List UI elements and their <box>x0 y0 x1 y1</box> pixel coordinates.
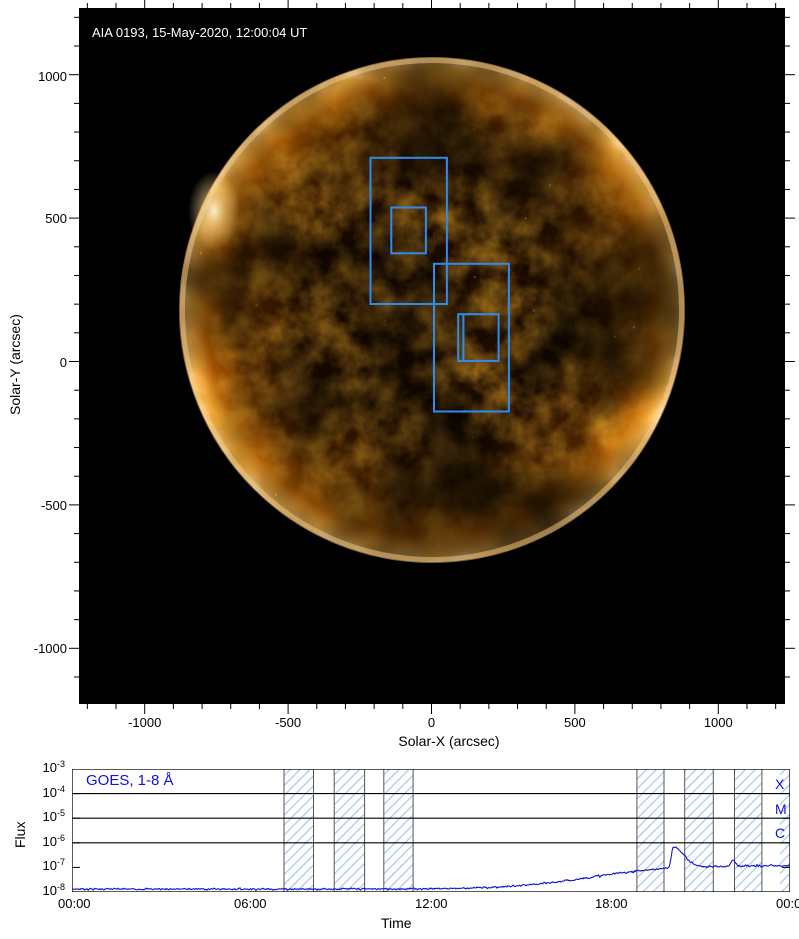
svg-text:GOES, 1-8 Å: GOES, 1-8 Å <box>86 772 174 789</box>
svg-text:M: M <box>775 801 787 817</box>
svg-text:C: C <box>775 825 785 841</box>
svg-text:X: X <box>775 776 785 792</box>
